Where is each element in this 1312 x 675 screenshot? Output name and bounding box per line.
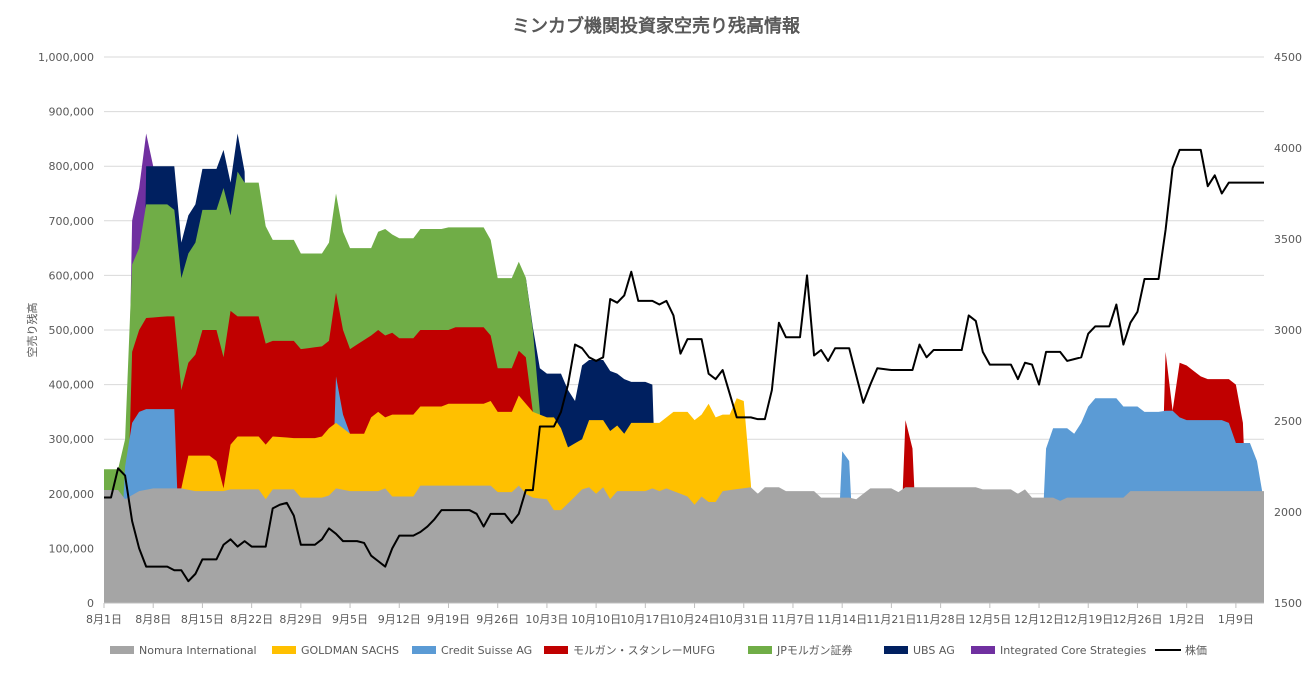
legend-label: JPモルガン証券 bbox=[776, 643, 853, 657]
legend-item: 株価 bbox=[1155, 643, 1207, 657]
x-tick-label: 11月7日 bbox=[771, 613, 814, 626]
legend-swatch bbox=[544, 646, 568, 654]
x-tick-label: 10月31日 bbox=[719, 613, 769, 626]
y-tick-label: 400,000 bbox=[49, 379, 95, 392]
y2-tick-label: 4000 bbox=[1274, 142, 1302, 155]
legend-item: GOLDMAN SACHS bbox=[272, 644, 399, 657]
price-line-layer bbox=[104, 148, 1264, 583]
y-tick-label: 900,000 bbox=[49, 106, 95, 119]
area-nomura-international bbox=[104, 485, 1264, 603]
axes: 0 100,000 200,000 300,000 400,000 500,000 600,… bbox=[38, 51, 1302, 626]
x-tick-label: 9月12日 bbox=[378, 613, 421, 626]
x-tick-label: 1月2日 bbox=[1169, 613, 1205, 626]
y-tick-label: 600,000 bbox=[49, 269, 95, 282]
x-tick-label: 9月5日 bbox=[332, 613, 368, 626]
y2-tick-label: 1500 bbox=[1274, 597, 1302, 610]
y-tick-label: 800,000 bbox=[49, 160, 95, 173]
x-tick-label: 8月29日 bbox=[279, 613, 322, 626]
x-tick-label: 12月12日 bbox=[1014, 613, 1064, 626]
y-tick-label: 0 bbox=[87, 597, 94, 610]
x-tick-label: 8月1日 bbox=[86, 613, 122, 626]
x-tick-label: 11月21日 bbox=[866, 613, 916, 626]
x-tick-label: 8月22日 bbox=[230, 613, 273, 626]
y2-tick-label: 2500 bbox=[1274, 415, 1302, 428]
x-tick-label: 8月15日 bbox=[181, 613, 224, 626]
legend-swatch bbox=[884, 646, 908, 654]
y-tick-label: 200,000 bbox=[49, 488, 95, 501]
y2-tick-label: 2000 bbox=[1274, 506, 1302, 519]
y2-tick-label: 3000 bbox=[1274, 324, 1302, 337]
y-tick-label: 1,000,000 bbox=[38, 51, 94, 64]
x-tick-label: 12月19日 bbox=[1063, 613, 1113, 626]
x-tick-label: 10月24日 bbox=[670, 613, 720, 626]
y-tick-label: 500,000 bbox=[49, 324, 95, 337]
x-tick-label: 11月14日 bbox=[817, 613, 867, 626]
legend-item: モルガン・スタンレーMUFG bbox=[544, 644, 715, 657]
legend-swatch bbox=[110, 646, 134, 654]
legend-swatch bbox=[272, 646, 296, 654]
legend-label: GOLDMAN SACHS bbox=[301, 644, 399, 657]
y2-tick-label: 4500 bbox=[1274, 51, 1302, 64]
legend-label: Credit Suisse AG bbox=[441, 644, 532, 657]
x-tick-label: 12月26日 bbox=[1112, 613, 1162, 626]
legend-item: UBS AG bbox=[884, 644, 955, 657]
legend-item: JPモルガン証券 bbox=[748, 643, 853, 657]
y-tick-label: 300,000 bbox=[49, 433, 95, 446]
legend-label: モルガン・スタンレーMUFG bbox=[573, 644, 715, 657]
x-tick-label: 10月10日 bbox=[571, 613, 621, 626]
legend-label: Nomura International bbox=[139, 644, 257, 657]
legend-swatch bbox=[412, 646, 436, 654]
x-tick-label: 1月9日 bbox=[1218, 613, 1254, 626]
y-tick-label: 700,000 bbox=[49, 215, 95, 228]
y-axis-label: 空売り残高 bbox=[25, 303, 39, 358]
x-tick-label: 9月26日 bbox=[476, 613, 519, 626]
legend-item: Integrated Core Strategies bbox=[971, 644, 1147, 657]
chart-title: ミンカブ機関投資家空売り残高情報 bbox=[512, 15, 801, 37]
x-tick-label: 12月5日 bbox=[968, 613, 1011, 626]
y2-tick-label: 3500 bbox=[1274, 233, 1302, 246]
legend-swatch bbox=[748, 646, 772, 654]
series-areas bbox=[104, 133, 1264, 603]
legend-label: 株価 bbox=[1185, 643, 1207, 657]
y-tick-label: 100,000 bbox=[49, 542, 95, 555]
legend-label: UBS AG bbox=[913, 644, 955, 657]
x-tick-label: 9月19日 bbox=[427, 613, 470, 626]
x-tick-label: 10月3日 bbox=[525, 613, 568, 626]
x-tick-label: 11月28日 bbox=[916, 613, 966, 626]
legend: Nomura International GOLDMAN SACHS Credit … bbox=[110, 643, 1207, 657]
legend-item: Nomura International bbox=[110, 644, 257, 657]
x-tick-label: 10月17日 bbox=[620, 613, 670, 626]
legend-swatch bbox=[971, 646, 995, 654]
legend-item: Credit Suisse AG bbox=[412, 644, 532, 657]
price-line bbox=[104, 148, 1264, 583]
legend-label: Integrated Core Strategies bbox=[1000, 644, 1147, 657]
x-tick-label: 8月8日 bbox=[135, 613, 171, 626]
